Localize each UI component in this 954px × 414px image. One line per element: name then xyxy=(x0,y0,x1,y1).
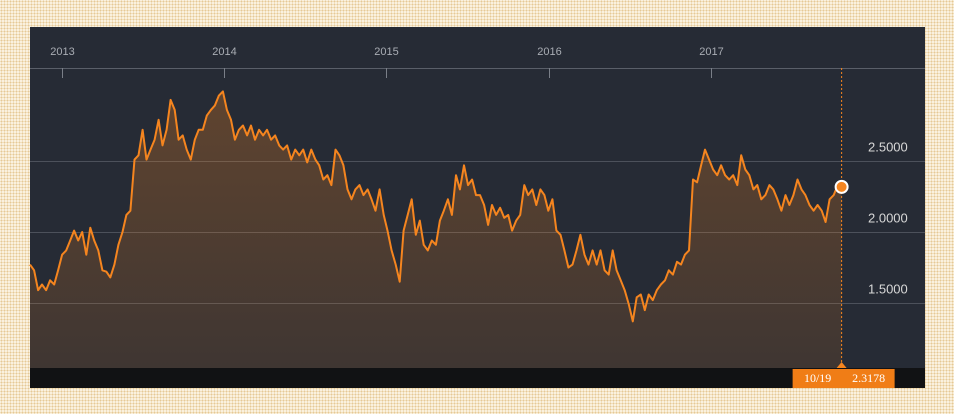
crosshair-pointer xyxy=(836,362,847,368)
x-tick-label: 2016 xyxy=(537,46,561,58)
y-tick-label: 2.5000 xyxy=(868,139,908,154)
x-tick-label: 2015 xyxy=(374,46,398,58)
area xyxy=(30,91,842,369)
y-tick-label: 1.5000 xyxy=(868,281,908,296)
crosshair-date: 10/19 xyxy=(804,371,831,385)
last-point xyxy=(834,179,849,194)
x-tick-label: 2017 xyxy=(699,46,723,58)
x-tick-label: 2013 xyxy=(50,46,74,58)
crosshair-value: 2.3178 xyxy=(852,371,885,385)
x-tick-label: 2014 xyxy=(212,46,236,58)
y-tick-label: 2.0000 xyxy=(868,210,908,225)
crosshair-label-box xyxy=(792,369,895,388)
bottom-band xyxy=(30,368,925,388)
line xyxy=(29,90,843,323)
